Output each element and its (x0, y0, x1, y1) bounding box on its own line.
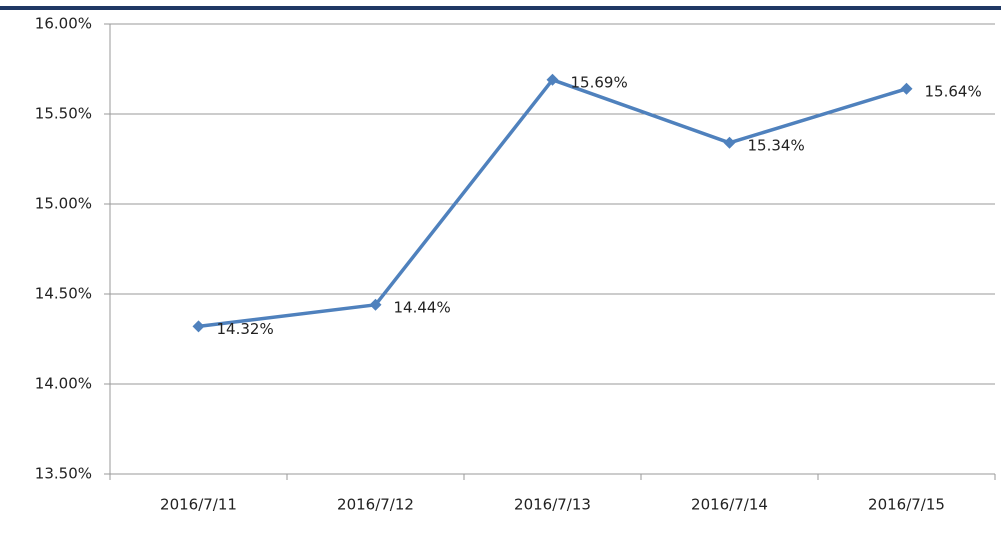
y-tick-label: 13.50% (35, 465, 92, 483)
x-tick-label: 2016/7/12 (337, 496, 414, 514)
header-rule (0, 6, 1001, 10)
y-tick-label: 15.50% (35, 105, 92, 123)
x-tick-label: 2016/7/13 (514, 496, 591, 514)
data-label: 14.32% (217, 320, 274, 338)
x-tick-label: 2016/7/11 (160, 496, 237, 514)
marker (192, 320, 205, 333)
data-label: 15.69% (571, 73, 628, 91)
marker (900, 82, 913, 95)
marker (546, 73, 559, 86)
x-tick-label: 2016/7/15 (868, 496, 945, 514)
data-label: 15.64% (925, 82, 982, 100)
data-label: 14.44% (394, 298, 451, 316)
x-tick-label: 2016/7/14 (691, 496, 768, 514)
y-tick-label: 16.00% (35, 15, 92, 33)
series-line (198, 78, 908, 329)
marker (723, 136, 736, 149)
data-label: 15.34% (748, 136, 805, 154)
y-tick-label: 14.50% (35, 285, 92, 303)
y-tick-label: 15.00% (35, 195, 92, 213)
marker (369, 298, 382, 311)
y-tick-label: 14.00% (35, 375, 92, 393)
